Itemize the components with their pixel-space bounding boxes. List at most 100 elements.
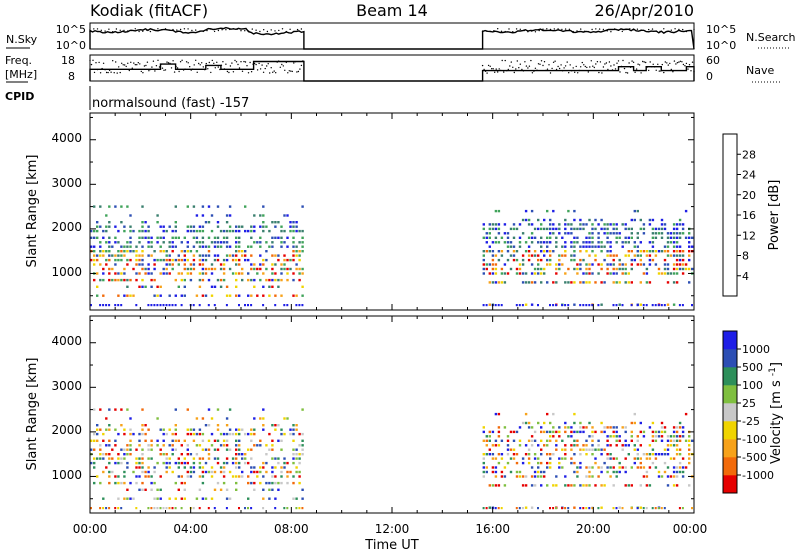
power-cell [168,225,171,228]
velocity-colorbar-segment [723,421,737,440]
velocity-cell [666,435,670,438]
power-cell [663,304,666,307]
nsearch-dot [255,29,257,31]
nave-dot [118,66,120,68]
power-cell [657,250,661,253]
velocity-cell [147,448,150,451]
velocity-cell [129,444,132,447]
power-cell [624,254,627,257]
power-cell [174,294,177,297]
nave-dot [112,60,114,62]
nave-dot [243,60,245,63]
power-cell [521,258,525,262]
nave-dot [560,64,562,66]
velocity-cell [615,430,618,434]
velocity-cell [156,444,159,447]
power-cell [195,229,199,233]
power-cell [174,304,177,307]
nave-dot [524,61,526,63]
velocity-cell [485,470,488,474]
power-cell [120,245,123,248]
nsearch-dot [157,28,159,30]
power-cell [250,294,253,297]
velocity-cell [174,428,177,431]
nsearch-dot [489,30,491,33]
nave-dot [637,63,639,65]
power-cell [606,254,609,257]
power-cell [262,294,265,297]
power-cell [159,236,162,239]
power-cell [576,263,579,266]
power-cell [509,245,513,248]
nave-dot [300,64,303,67]
velocity-cell [171,448,174,451]
velocity-cell [518,475,522,478]
velocity-cell [651,439,655,442]
power-cell [491,241,495,244]
velocity-cell [207,457,211,460]
power-cell [588,281,591,284]
power-cell [238,225,241,228]
power-cell [678,223,682,226]
power-cell [126,263,129,266]
power-cell [138,263,141,266]
power-cell [268,285,271,288]
power-cell [105,229,108,233]
velocity-cell [630,507,633,510]
nave-dot [198,62,200,65]
nave-dot [611,69,614,71]
velocity-cell [657,435,661,438]
power-cell [198,258,202,262]
power-cell [494,267,498,271]
power-cell [277,254,280,257]
velocity-cell [213,457,217,460]
power-cell [491,272,495,275]
velocity-cell [588,435,591,438]
power-cell [216,225,220,228]
power-cell [485,241,488,244]
power-cell [512,236,516,239]
power-cell [672,281,676,284]
power-cell [488,281,491,284]
velocity-cell [579,430,582,434]
power-cell [648,241,652,244]
velocity-cell [624,470,627,474]
velocity-cell [286,417,289,420]
velocity-cell [301,432,304,436]
velocity-cell [289,428,292,431]
velocity-cell [274,457,277,460]
velocity-cell [262,417,265,420]
velocity-cell [219,488,223,491]
velocity-cell [524,475,528,478]
nave-dot [619,71,621,73]
power-cell [171,241,174,244]
velocity-colorbar-segment [723,331,737,350]
velocity-cell [231,432,235,436]
power-cell [177,236,180,239]
velocity-cell [639,421,642,425]
velocity-cell [612,435,615,438]
velocity-cell [283,417,286,420]
velocity-cell [672,484,676,487]
nave-dot [256,69,259,71]
velocity-cell [591,439,594,442]
power-cell [663,250,667,253]
power-cell [627,236,630,239]
velocity-cell [618,435,621,438]
power-cell [153,250,156,253]
power-cell [201,225,205,228]
power-cell [259,214,262,217]
power-cell [159,250,162,253]
velocity-cell [298,444,301,447]
power-cell [684,267,688,271]
nave-dot [160,63,162,65]
velocity-cell [102,439,105,442]
velocity-cell [123,448,126,451]
nave-dot [161,67,164,69]
velocity-cell [141,448,144,451]
power-cell [298,229,301,233]
velocity-cell [506,461,510,465]
power-cell [609,254,612,257]
velocity-cell [660,439,664,442]
power-cell [201,245,205,248]
